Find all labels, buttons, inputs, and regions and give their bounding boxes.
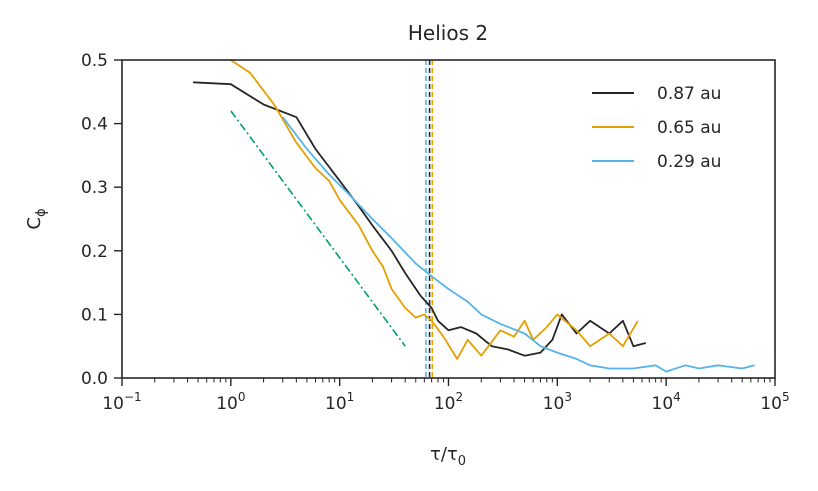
- x-tick-label: 102: [434, 390, 463, 414]
- y-tick-label: 0.1: [81, 305, 108, 325]
- y-axis-label-sub: ϕ: [34, 208, 49, 217]
- x-axis: 10−1 100 101 102 103 104 105: [102, 378, 790, 414]
- x-tick-label: 100: [216, 390, 245, 414]
- x-tick-label: 101: [325, 390, 354, 414]
- y-tick-label: 0.0: [81, 369, 108, 389]
- plot-area: [193, 60, 755, 378]
- reference-slope-line: [230, 110, 406, 347]
- y-tick-label: 0.3: [81, 178, 108, 198]
- x-axis-label: τ/τ0: [430, 444, 466, 469]
- x-axis-label-main: τ/τ: [430, 444, 458, 465]
- legend-label-1: 0.65 au: [657, 118, 721, 138]
- x-tick-label: 10−1: [102, 390, 141, 414]
- y-axis: 0.0 0.1 0.2 0.3 0.4 0.5: [81, 51, 122, 389]
- x-tick-label: 103: [543, 390, 572, 414]
- series-line-2: [282, 116, 755, 373]
- legend-label-0: 0.87 au: [657, 84, 721, 104]
- y-tick-label: 0.2: [81, 242, 108, 262]
- y-tick-label: 0.4: [81, 115, 108, 135]
- x-axis-label-sub: 0: [458, 454, 466, 469]
- legend: 0.87 au 0.65 au 0.29 au: [592, 84, 721, 172]
- series-line-0: [193, 81, 647, 357]
- y-tick-label: 0.5: [81, 51, 108, 71]
- y-axis-label-main: C: [24, 217, 45, 230]
- x-tick-label: 104: [652, 390, 681, 414]
- series-line-1: [230, 60, 639, 360]
- legend-label-2: 0.29 au: [657, 152, 721, 172]
- chart-title: Helios 2: [408, 21, 488, 45]
- y-axis-label: Cϕ: [24, 208, 49, 229]
- x-tick-label: 105: [760, 390, 789, 414]
